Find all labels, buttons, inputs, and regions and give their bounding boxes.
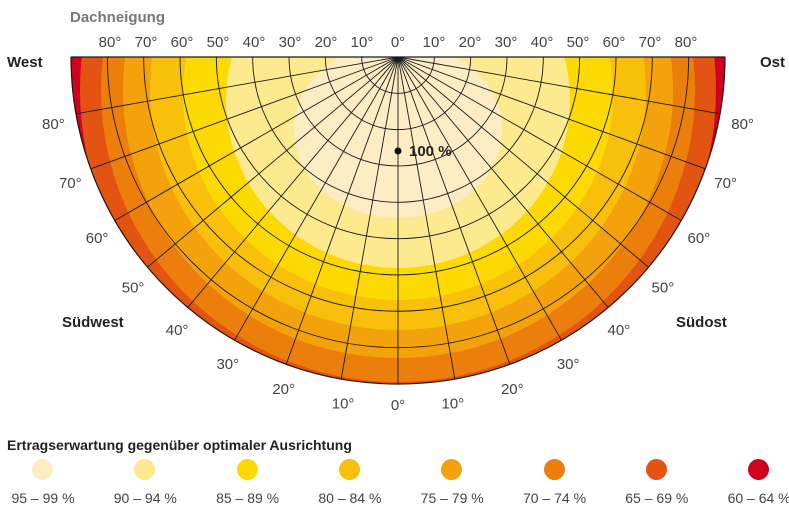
azimuth-ray (147, 56, 399, 268)
tilt-tick-label: 50° (567, 34, 590, 51)
direction-west: West (7, 54, 43, 71)
tilt-tick-label: 50° (207, 34, 230, 51)
arc-tick-label: 10° (332, 396, 355, 413)
tilt-tick-label: 80° (675, 34, 698, 51)
optimum-marker (394, 147, 402, 155)
arc-tick-label: 50° (652, 279, 675, 296)
legend-swatch (645, 459, 667, 480)
tilt-tick-label: 40° (531, 34, 554, 51)
azimuth-ray (397, 56, 682, 221)
legend-swatch (134, 459, 156, 480)
legend-title: Ertragserwartung gegenüber optimaler Aus… (7, 437, 352, 453)
azimuth-ray (397, 56, 706, 170)
tilt-tick-label: 30° (495, 34, 518, 51)
azimuth-ray (187, 56, 399, 308)
arc-tick-label: 80° (731, 116, 754, 133)
legend-item: 60 – 64 % (713, 459, 789, 509)
tilt-tick-label: 0° (391, 34, 405, 51)
direction-southeast: Südost (676, 314, 727, 331)
tilt-tick-label: 10° (351, 34, 374, 51)
arc-tick-label: 80° (42, 116, 65, 133)
azimuth-ray (397, 56, 649, 268)
direction-east: Ost (760, 54, 785, 71)
legend-swatch (338, 459, 360, 480)
legend-label: 65 – 69 % (625, 490, 689, 506)
legend-item: 80 – 84 % (304, 459, 396, 509)
tilt-tick-label: 80° (99, 34, 122, 51)
azimuth-ray (75, 56, 399, 115)
tilt-tick-label: 70° (639, 34, 662, 51)
legend-label: 60 – 64 % (727, 490, 789, 506)
tilt-tick-label: 20° (459, 34, 482, 51)
arc-tick-label: 60° (688, 230, 711, 247)
legend-item: 90 – 94 % (99, 459, 191, 509)
azimuth-ray (114, 56, 399, 221)
legend-label: 90 – 94 % (113, 490, 177, 506)
arc-tick-label: 0° (391, 397, 405, 414)
arc-tick-label: 60° (86, 230, 109, 247)
arc-tick-label: 40° (608, 322, 631, 339)
arc-tick-label: 70° (59, 175, 82, 192)
azimuth-ray (285, 56, 399, 365)
azimuth-ray (340, 56, 399, 380)
azimuth-ray (397, 56, 721, 115)
arc-tick-label: 10° (442, 396, 465, 413)
arc-tick-label: 50° (122, 279, 145, 296)
legend-item: 85 – 89 % (202, 459, 294, 509)
arc-tick-label: 30° (557, 356, 580, 373)
azimuth-ray (234, 56, 399, 341)
tilt-tick-label: 20° (315, 34, 338, 51)
arc-tick-label: 40° (166, 322, 189, 339)
legend-item: 75 – 79 % (406, 459, 498, 509)
azimuth-ray (397, 56, 609, 308)
legend-swatch (236, 459, 258, 480)
legend-label: 95 – 99 % (11, 490, 75, 506)
arc-tick-label: 30° (216, 356, 239, 373)
legend-swatch (543, 459, 565, 480)
azimuth-ray (397, 56, 562, 341)
legend-swatch (441, 459, 463, 480)
legend-swatch (32, 459, 53, 480)
tilt-tick-label: 70° (135, 34, 158, 51)
legend-label: 70 – 74 % (522, 490, 587, 506)
direction-southwest: Südwest (62, 314, 124, 331)
tilt-tick-label: 30° (279, 34, 302, 51)
azimuth-ray (397, 56, 511, 365)
arc-tick-label: 70° (714, 175, 737, 192)
tilt-tick-label: 10° (423, 34, 446, 51)
arc-tick-label: 20° (501, 381, 524, 398)
legend-label: 75 – 79 % (420, 490, 484, 506)
optimum-label: 100 % (409, 143, 452, 160)
arc-tick-label: 20° (272, 381, 295, 398)
tilt-tick-label: 60° (171, 34, 194, 51)
legend: 95 – 99 % 90 – 94 % 85 – 89 % 80 – 84 % 75 –… (0, 459, 789, 513)
tilt-scale-top: 80° 70° 60° 50° 40° 30° 20° 10° 0° 10° 20° 30° 40° 50… (99, 34, 698, 51)
tilt-tick-label: 60° (603, 34, 626, 51)
legend-item: 95 – 99 % (0, 459, 89, 509)
chart-title: Dachneigung (70, 9, 165, 26)
tilt-tick-label: 40° (243, 34, 266, 51)
tilt-scale-arc: 80° 70° 60° 50° 40° 30° 20° 10° 80° 70° 60° 50° 40° 3… (42, 116, 754, 414)
legend-item: 70 – 74 % (509, 459, 601, 509)
legend-swatch (748, 459, 770, 480)
legend-label: 85 – 89 % (216, 490, 280, 506)
legend-label: 80 – 84 % (318, 490, 382, 506)
orientation-grid (70, 56, 726, 385)
azimuth-ray (90, 56, 399, 170)
legend-item: 65 – 69 % (611, 459, 703, 509)
azimuth-ray (397, 56, 456, 380)
